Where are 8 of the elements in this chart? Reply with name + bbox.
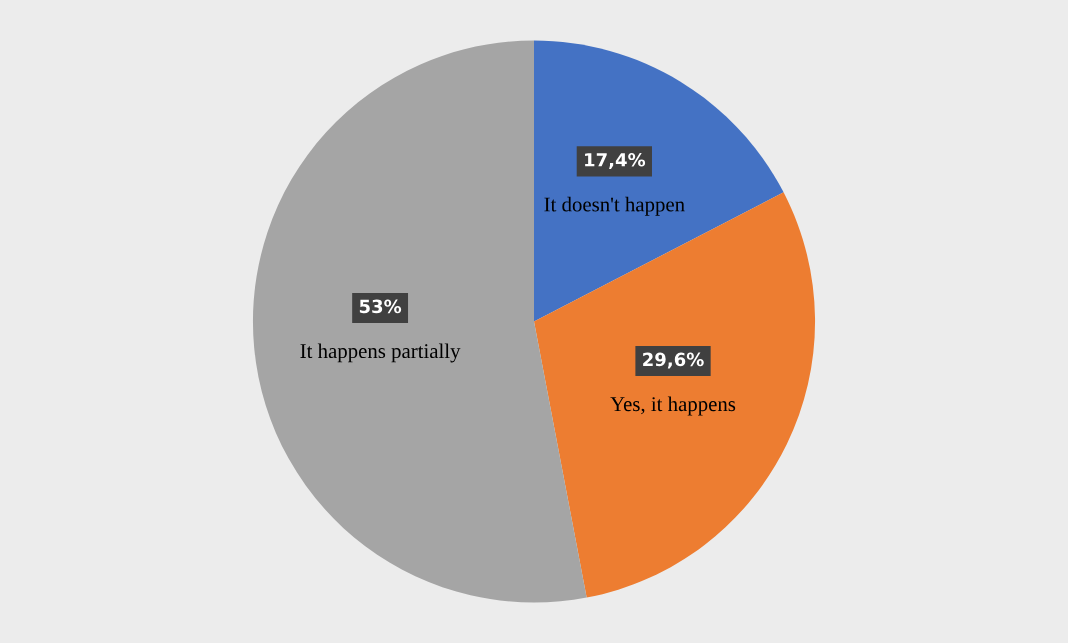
slice-label: It happens partially [300, 343, 461, 363]
data-label: 53% [359, 299, 402, 314]
slice-label: It doesn't happen [544, 196, 685, 216]
pie-slice [534, 40, 784, 322]
pie-slice [534, 192, 816, 598]
data-label: 17,4% [585, 152, 646, 169]
data-label: 29,6% [643, 352, 704, 369]
slice-label: Yes, it happens [610, 396, 736, 416]
